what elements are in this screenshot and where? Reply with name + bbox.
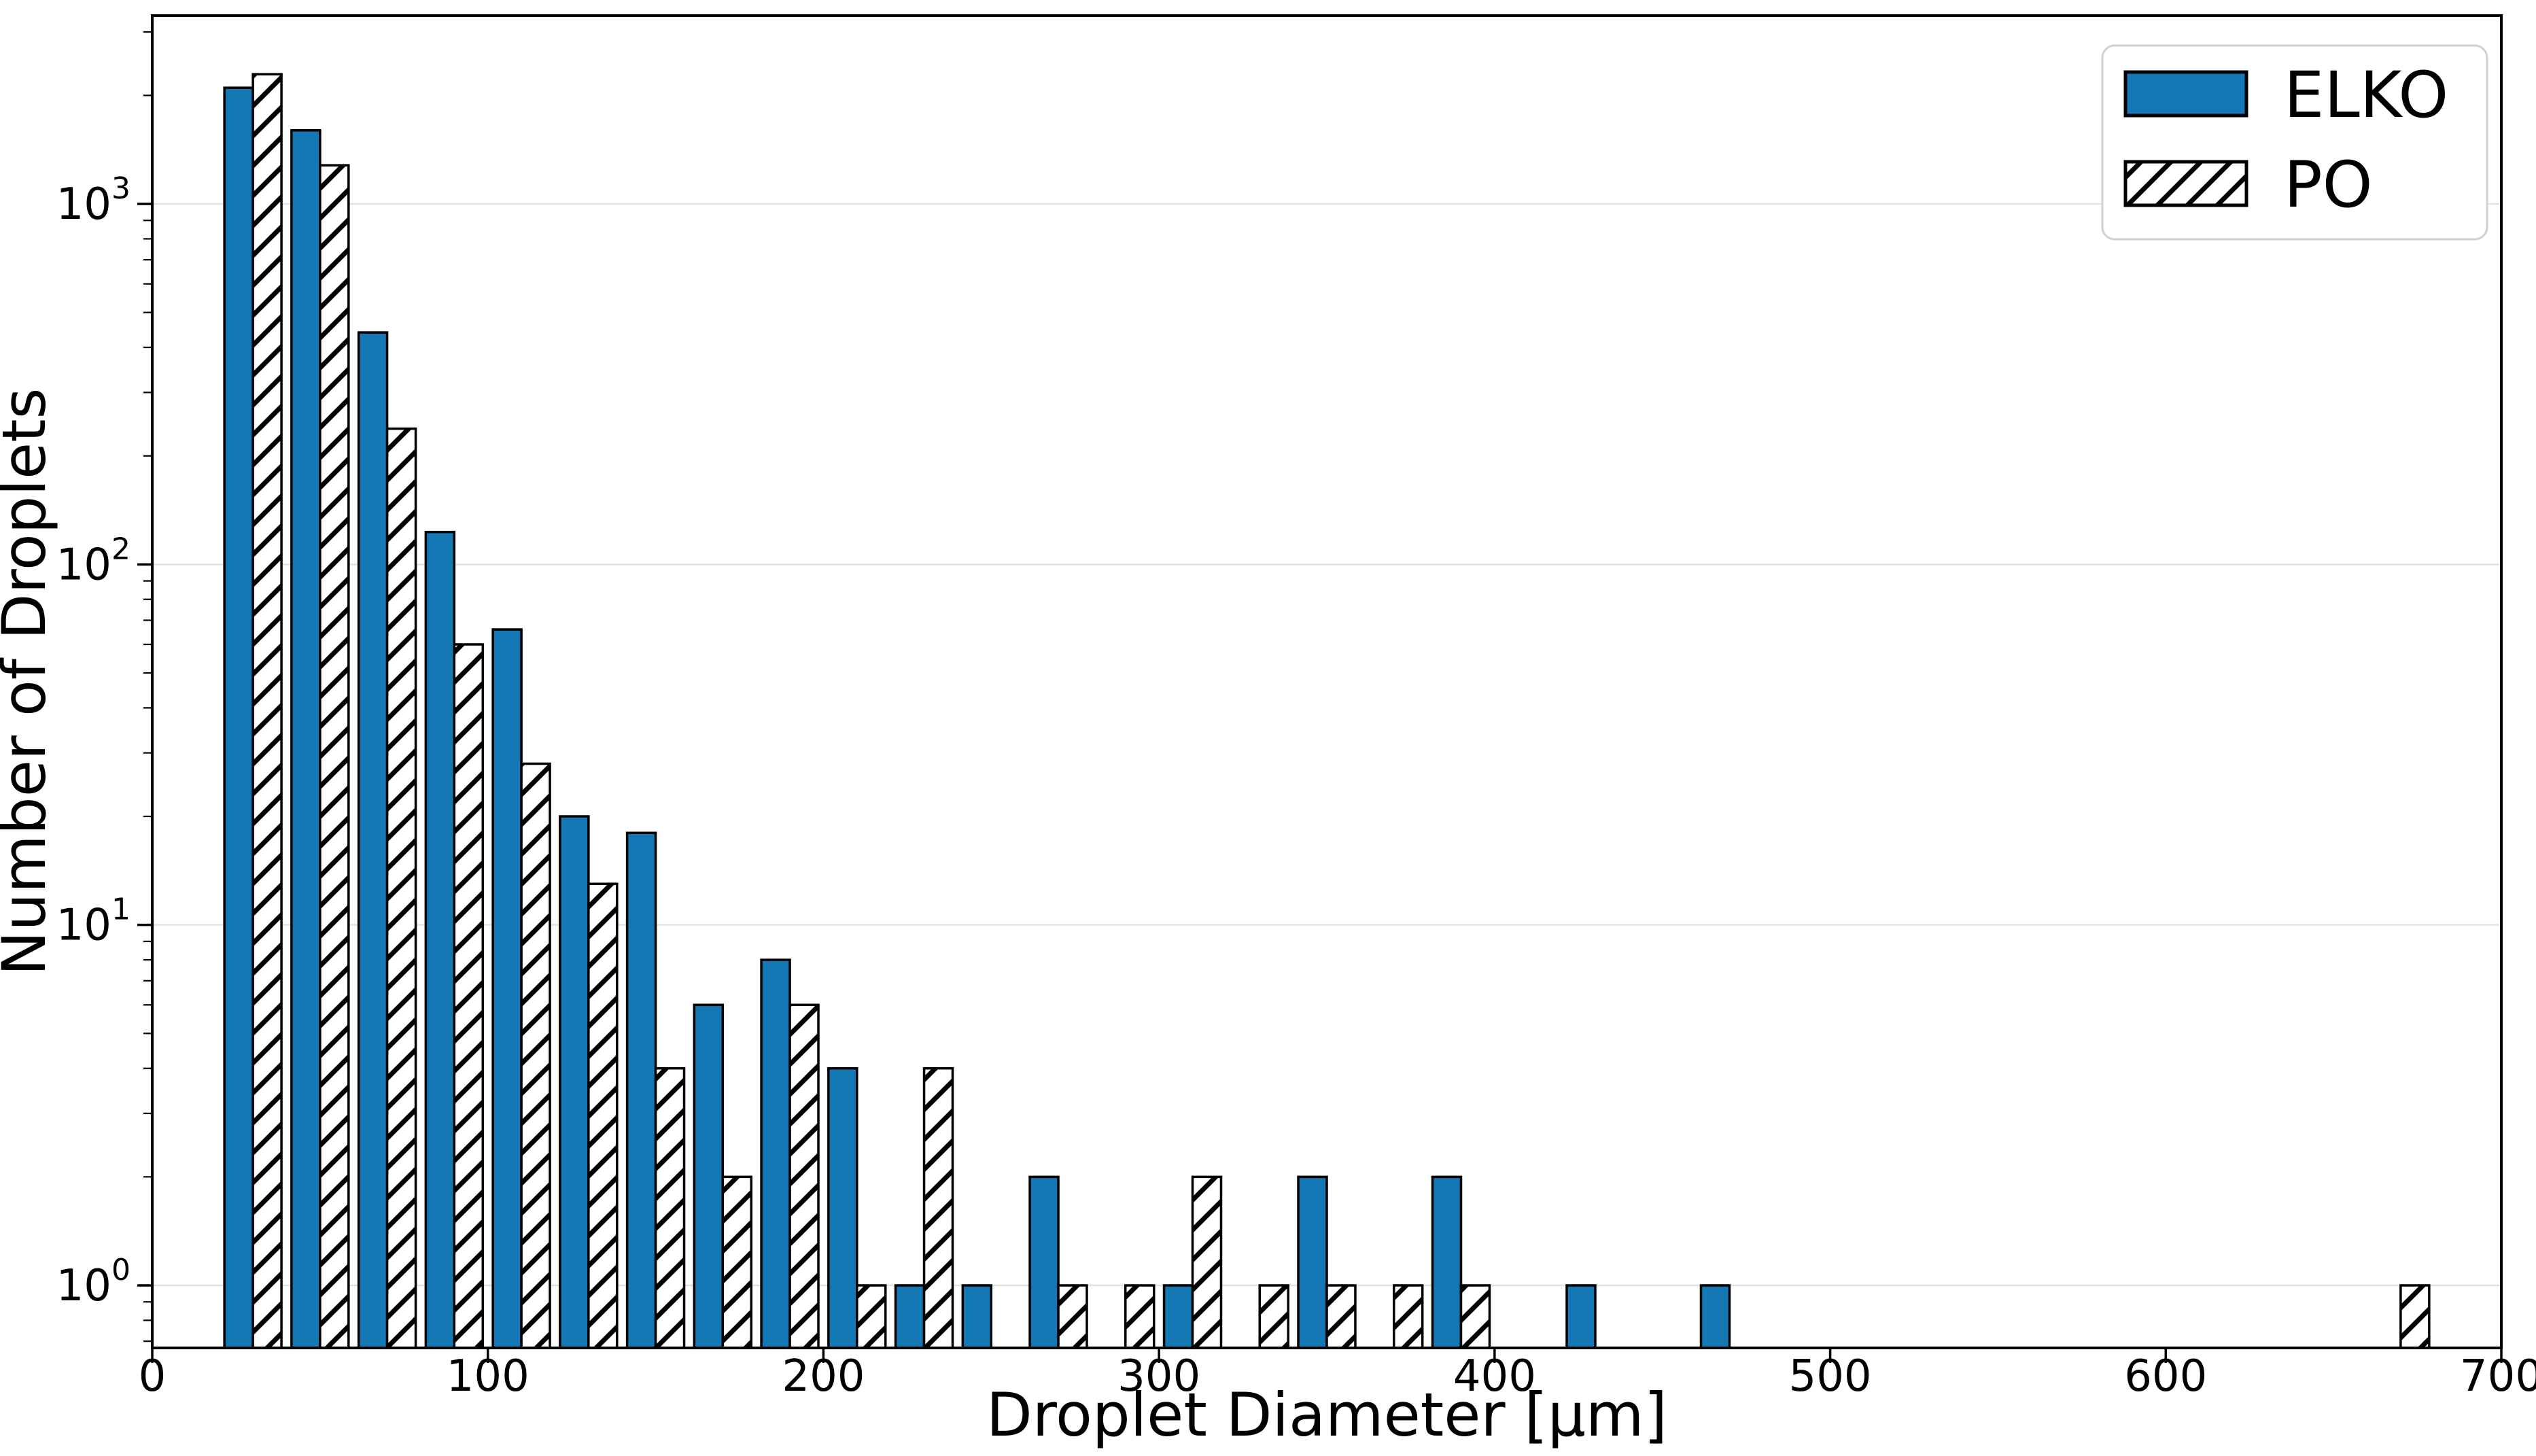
y-axis-label: Number of Droplets (0, 388, 59, 976)
bar-po-140 (654, 1067, 686, 1349)
bar-po-380 (1459, 1284, 1491, 1349)
x-tick-label-700: 700 (2460, 1351, 2536, 1402)
bar-po-360 (1392, 1284, 1424, 1349)
bar-elko-240 (961, 1284, 993, 1349)
legend-swatch-po (2123, 160, 2248, 207)
bar-elko-40 (290, 129, 322, 1349)
bar-po-100 (520, 762, 551, 1349)
bar-po-40 (319, 164, 350, 1349)
x-tick-label-200: 200 (782, 1351, 865, 1402)
y-tick-label-1e3: 103 (56, 171, 131, 230)
legend-label-elko: ELKO (2284, 58, 2448, 133)
bar-po-160 (721, 1175, 753, 1349)
bar-po-320 (1258, 1284, 1289, 1349)
bar-po-340 (1325, 1284, 1357, 1349)
bar-elko-200 (827, 1067, 858, 1349)
bar-elko-160 (693, 1003, 725, 1349)
bar-po-200 (856, 1284, 887, 1349)
y-tick-label-1e1: 101 (56, 892, 131, 951)
histogram-bars (223, 73, 2431, 1349)
legend: ELKO PO (2101, 44, 2488, 241)
bar-po-60 (385, 427, 417, 1349)
bar-elko-460 (1699, 1284, 1731, 1349)
bar-po-120 (587, 882, 619, 1349)
bar-elko-100 (491, 628, 523, 1349)
bar-po-260 (1057, 1284, 1088, 1349)
y-tick-label-1e2: 102 (56, 532, 131, 590)
bar-elko-220 (894, 1284, 926, 1349)
x-tick-label-600: 600 (2124, 1351, 2207, 1402)
bar-elko-60 (357, 331, 389, 1349)
bar-elko-140 (625, 831, 657, 1349)
bar-po-300 (1191, 1175, 1223, 1349)
bar-elko-300 (1162, 1284, 1194, 1349)
legend-swatch-elko (2123, 70, 2248, 118)
bar-elko-380 (1431, 1175, 1463, 1349)
bar-elko-260 (1028, 1175, 1060, 1349)
bar-elko-340 (1297, 1175, 1328, 1349)
bar-po-660 (2399, 1284, 2431, 1349)
bar-po-220 (922, 1067, 954, 1349)
legend-label-po: PO (2284, 148, 2373, 222)
bar-po-80 (453, 643, 485, 1349)
bar-po-180 (788, 1003, 820, 1349)
x-tick-label-300: 300 (1117, 1351, 1200, 1402)
x-tick-label-100: 100 (447, 1351, 529, 1402)
plot-border (151, 14, 2503, 1349)
bar-elko-20 (223, 86, 254, 1349)
y-tick-label-1e0: 100 (56, 1253, 131, 1311)
bar-elko-420 (1565, 1284, 1597, 1349)
axis-ticks (137, 31, 2503, 1363)
bar-po-20 (251, 73, 283, 1349)
x-tick-label-500: 500 (1788, 1351, 1871, 1402)
bar-elko-80 (424, 530, 456, 1349)
bar-po-280 (1124, 1284, 1156, 1349)
bar-elko-180 (760, 958, 791, 1349)
x-tick-label-0: 0 (139, 1351, 167, 1402)
bar-elko-120 (559, 815, 590, 1349)
x-tick-label-400: 400 (1453, 1351, 1536, 1402)
x-axis-label: Droplet Diameter [µm] (986, 1380, 1667, 1450)
